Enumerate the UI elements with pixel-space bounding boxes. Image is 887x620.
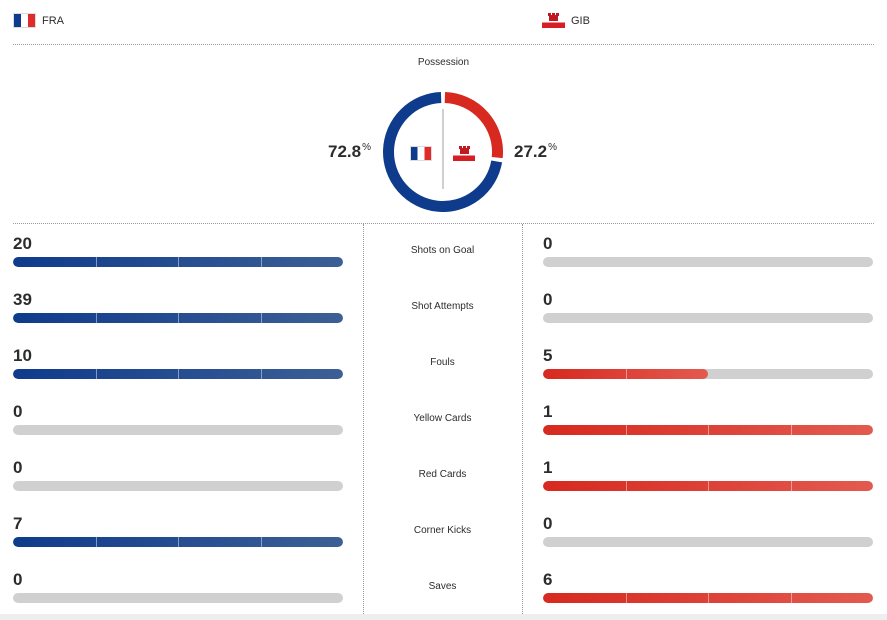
- home-stat-bar: [13, 313, 343, 323]
- bar-segment-divider: [625, 593, 627, 603]
- away-stat-value: 0: [543, 234, 553, 253]
- bar-segment-divider: [178, 313, 179, 323]
- bar-segment-divider: [708, 593, 709, 603]
- home-stat-value: 20: [13, 234, 32, 253]
- away-possession-arc: [444, 92, 503, 159]
- away-stat-bar: [543, 369, 873, 379]
- home-stat-bar-fill: [13, 537, 343, 547]
- bar-segment-divider: [625, 369, 627, 379]
- flag-france-icon: [410, 146, 432, 161]
- away-team-header: GIB: [542, 13, 590, 28]
- bar-segment-divider: [260, 313, 262, 323]
- bar-segment-divider: [790, 481, 792, 491]
- stat-row: 0 Saves 6: [13, 560, 873, 616]
- home-stat-value: 0: [13, 402, 23, 421]
- divider: [13, 44, 874, 45]
- home-stat-bar: [13, 481, 343, 491]
- bar-segment-divider: [95, 537, 97, 547]
- bar-segment-divider: [95, 313, 97, 323]
- bar-segment-divider: [260, 537, 262, 547]
- away-stat-bar-fill: [543, 481, 873, 491]
- away-team-abbr: GIB: [571, 14, 590, 27]
- away-stat-value: 0: [543, 514, 553, 533]
- bar-segment-divider: [260, 257, 262, 267]
- away-stat-bar: [543, 257, 873, 267]
- home-team-abbr: FRA: [42, 14, 64, 27]
- bar-segment-divider: [95, 257, 97, 267]
- home-stat-value: 0: [13, 458, 23, 477]
- away-stat-bar-fill: [543, 593, 873, 603]
- home-stat-bar-fill: [13, 313, 343, 323]
- away-stat-value: 5: [543, 346, 553, 365]
- bar-segment-divider: [708, 481, 709, 491]
- away-stat-value: 1: [543, 458, 553, 477]
- bar-segment-divider: [708, 425, 709, 435]
- home-stat-value: 39: [13, 290, 32, 309]
- bar-segment-divider: [95, 369, 97, 379]
- stat-row: 7 Corner Kicks 0: [13, 504, 873, 560]
- stat-row: 10 Fouls 5: [13, 336, 873, 392]
- stat-label: Shots on Goal: [410, 245, 475, 256]
- away-stat-bar-fill: [543, 369, 708, 379]
- away-stat-bar: [543, 537, 873, 547]
- footer-strip: [0, 614, 887, 620]
- bar-segment-divider: [625, 425, 627, 435]
- away-stat-value: 1: [543, 402, 553, 421]
- home-stat-value: 10: [13, 346, 32, 365]
- flag-gibraltar-icon: [542, 13, 565, 28]
- stat-label: Shot Attempts: [411, 301, 474, 312]
- home-stat-value: 7: [13, 514, 23, 533]
- home-stat-bar: [13, 257, 343, 267]
- away-stat-value: 6: [543, 570, 553, 589]
- flag-france-icon: [13, 13, 36, 28]
- home-stat-bar: [13, 537, 343, 547]
- stat-label: Yellow Cards: [413, 413, 472, 424]
- home-stat-bar: [13, 593, 343, 603]
- stat-row: 20 Shots on Goal 0: [13, 224, 873, 280]
- bar-segment-divider: [260, 369, 262, 379]
- away-stat-value: 0: [543, 290, 553, 309]
- away-stat-bar: [543, 481, 873, 491]
- home-possession-arc: [383, 92, 503, 212]
- bar-segment-divider: [790, 425, 792, 435]
- column-divider: [522, 224, 523, 614]
- away-stat-bar: [543, 313, 873, 323]
- stat-row: 39 Shot Attempts 0: [13, 280, 873, 336]
- bar-segment-divider: [178, 537, 179, 547]
- bar-segment-divider: [178, 257, 179, 267]
- stat-label: Saves: [428, 581, 457, 592]
- stat-label: Corner Kicks: [413, 525, 472, 536]
- home-stat-bar-fill: [13, 369, 343, 379]
- possession-title: Possession: [417, 57, 470, 68]
- stat-label: Fouls: [430, 357, 455, 368]
- bar-segment-divider: [790, 593, 792, 603]
- away-stat-bar: [543, 593, 873, 603]
- possession-donut-chart: [383, 92, 503, 212]
- home-possession-value: 72.8%: [328, 142, 371, 161]
- home-stat-bar-fill: [13, 257, 343, 267]
- away-possession-value: 27.2%: [514, 142, 557, 161]
- home-stat-bar: [13, 425, 343, 435]
- bar-segment-divider: [625, 481, 627, 491]
- divider: [13, 223, 874, 224]
- stat-row: 0 Red Cards 1: [13, 448, 873, 504]
- home-stat-bar: [13, 369, 343, 379]
- home-stat-value: 0: [13, 570, 23, 589]
- away-stat-bar: [543, 425, 873, 435]
- home-team-header: FRA: [13, 13, 64, 28]
- stat-label: Red Cards: [418, 469, 467, 480]
- away-stat-bar-fill: [543, 425, 873, 435]
- bar-segment-divider: [178, 369, 179, 379]
- column-divider: [363, 224, 364, 614]
- flag-gibraltar-icon: [453, 146, 475, 161]
- stat-row: 0 Yellow Cards 1: [13, 392, 873, 448]
